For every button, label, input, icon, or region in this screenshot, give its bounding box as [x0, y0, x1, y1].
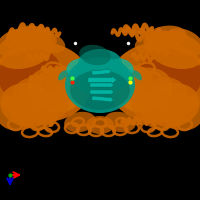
Ellipse shape: [143, 77, 187, 113]
Ellipse shape: [166, 28, 200, 56]
Ellipse shape: [108, 42, 200, 122]
Ellipse shape: [18, 101, 58, 129]
Ellipse shape: [0, 31, 54, 69]
Ellipse shape: [44, 80, 76, 104]
Ellipse shape: [146, 31, 200, 69]
FancyArrow shape: [92, 96, 114, 103]
Ellipse shape: [143, 26, 187, 50]
FancyArrow shape: [90, 89, 114, 95]
Ellipse shape: [21, 91, 69, 123]
Ellipse shape: [70, 70, 130, 110]
FancyArrow shape: [92, 69, 111, 75]
Ellipse shape: [0, 83, 56, 127]
Ellipse shape: [64, 112, 96, 132]
Ellipse shape: [114, 76, 142, 100]
Ellipse shape: [135, 31, 169, 53]
Ellipse shape: [131, 91, 179, 123]
Ellipse shape: [86, 116, 114, 134]
Ellipse shape: [104, 112, 136, 132]
Ellipse shape: [13, 77, 57, 113]
Ellipse shape: [124, 80, 156, 104]
Ellipse shape: [117, 68, 173, 112]
FancyArrow shape: [90, 82, 114, 88]
Ellipse shape: [31, 31, 65, 53]
Ellipse shape: [0, 28, 34, 56]
Ellipse shape: [0, 94, 40, 130]
Ellipse shape: [0, 42, 92, 122]
Ellipse shape: [58, 76, 86, 100]
Ellipse shape: [65, 57, 135, 113]
Ellipse shape: [117, 66, 153, 94]
Ellipse shape: [13, 26, 57, 50]
Ellipse shape: [114, 70, 142, 90]
Ellipse shape: [78, 49, 122, 77]
Ellipse shape: [72, 59, 128, 95]
Ellipse shape: [110, 58, 134, 76]
FancyArrow shape: [88, 76, 117, 84]
Ellipse shape: [27, 68, 83, 112]
Ellipse shape: [142, 101, 182, 129]
Ellipse shape: [160, 94, 200, 130]
Ellipse shape: [138, 47, 200, 103]
Ellipse shape: [0, 47, 62, 103]
Ellipse shape: [144, 83, 200, 127]
Ellipse shape: [66, 58, 90, 76]
Ellipse shape: [47, 66, 83, 94]
Ellipse shape: [58, 70, 86, 90]
Ellipse shape: [79, 45, 111, 65]
